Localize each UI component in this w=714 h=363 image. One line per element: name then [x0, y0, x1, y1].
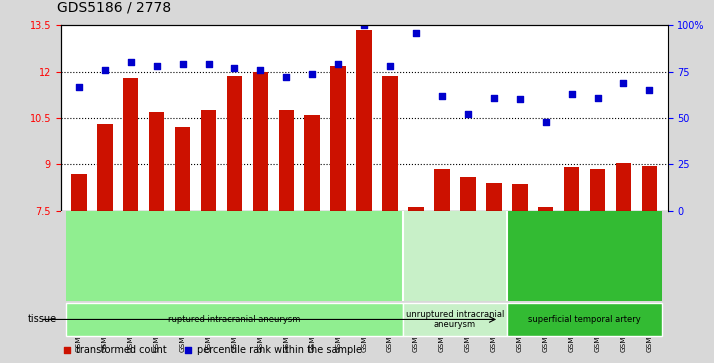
Bar [434, 169, 450, 211]
Point [333, 61, 344, 67]
Point [73, 83, 84, 89]
Point [540, 119, 551, 125]
Point [61, 347, 73, 353]
Point [306, 71, 318, 77]
Text: tissue: tissue [28, 314, 57, 325]
Bar [226, 76, 242, 211]
Bar [66, 303, 403, 336]
Point [182, 347, 193, 353]
Point [177, 61, 188, 67]
Point [281, 74, 292, 80]
Point [255, 67, 266, 73]
Bar [175, 127, 191, 211]
Point [358, 23, 370, 28]
Bar [460, 177, 476, 211]
Bar [642, 166, 657, 211]
Bar [403, 211, 507, 301]
Text: unruptured intracranial
aneurysm: unruptured intracranial aneurysm [406, 310, 504, 329]
Point [618, 80, 629, 86]
Text: superficial temporal artery: superficial temporal artery [528, 315, 641, 324]
Point [462, 111, 473, 117]
Bar [97, 124, 113, 211]
Bar [507, 303, 663, 336]
Bar [123, 78, 139, 211]
Bar [538, 208, 553, 211]
Point [228, 65, 240, 71]
Bar [253, 72, 268, 211]
Bar [615, 163, 631, 211]
Bar [382, 76, 398, 211]
Point [436, 93, 448, 99]
Bar [486, 183, 502, 211]
Bar [512, 184, 528, 211]
Bar [564, 167, 579, 211]
Bar [590, 169, 605, 211]
Point [592, 95, 603, 101]
Point [384, 63, 396, 69]
Bar [278, 110, 294, 211]
Text: GDS5186 / 2778: GDS5186 / 2778 [57, 0, 171, 15]
Text: percentile rank within the sample: percentile rank within the sample [197, 345, 362, 355]
Point [514, 97, 526, 102]
Bar [408, 208, 424, 211]
Point [151, 63, 162, 69]
Bar [331, 66, 346, 211]
Bar [356, 30, 372, 211]
Bar [201, 110, 216, 211]
Bar [149, 112, 164, 211]
Point [644, 87, 655, 93]
Bar [66, 211, 403, 301]
Text: transformed count: transformed count [76, 345, 166, 355]
Bar [304, 115, 320, 211]
Text: ruptured intracranial aneurysm: ruptured intracranial aneurysm [169, 315, 301, 324]
Point [203, 61, 214, 67]
Point [99, 67, 111, 73]
Bar [403, 303, 507, 336]
Bar [71, 174, 86, 211]
Point [566, 91, 578, 97]
Point [125, 60, 136, 65]
Point [488, 95, 500, 101]
Bar [507, 211, 663, 301]
Point [411, 30, 422, 36]
